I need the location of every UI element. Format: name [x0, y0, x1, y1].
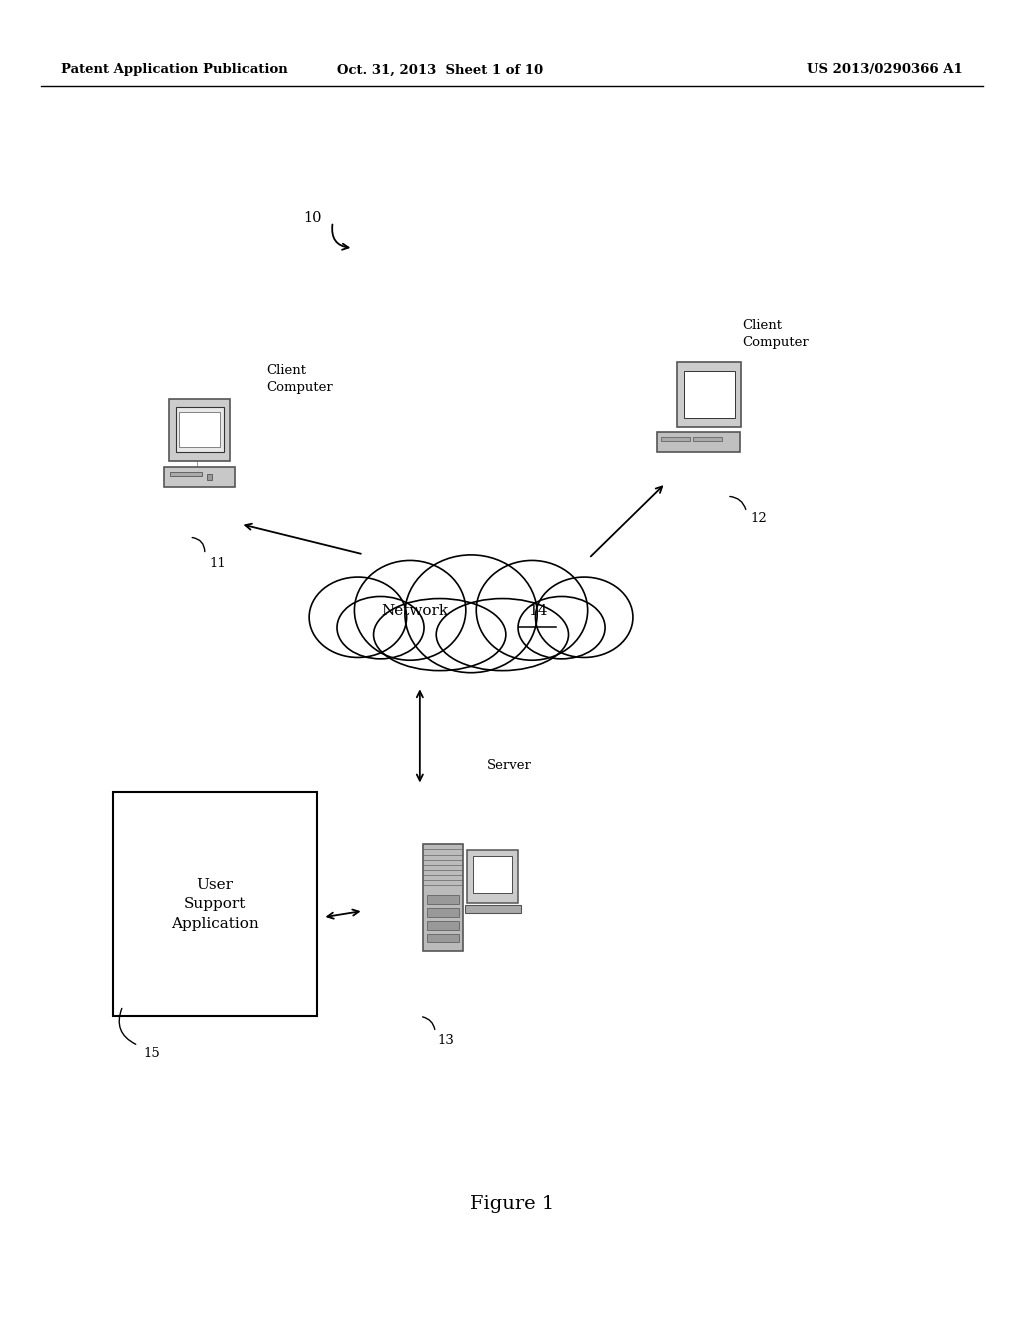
Bar	[657, 432, 740, 453]
Bar	[113, 792, 317, 1016]
Bar	[165, 467, 234, 487]
Bar	[427, 921, 459, 929]
Text: Client
Computer: Client Computer	[742, 319, 809, 348]
Bar	[423, 845, 463, 950]
Text: Server: Server	[486, 759, 531, 772]
Bar	[169, 400, 230, 461]
Text: 15: 15	[143, 1047, 160, 1060]
Bar	[467, 850, 518, 903]
Text: 13: 13	[437, 1034, 454, 1047]
Text: 10: 10	[303, 211, 322, 224]
Ellipse shape	[436, 598, 568, 671]
Bar	[465, 906, 520, 913]
Text: 14: 14	[527, 605, 548, 618]
Bar	[179, 412, 220, 447]
Text: Figure 1: Figure 1	[470, 1195, 554, 1213]
Text: US 2013/0290366 A1: US 2013/0290366 A1	[807, 63, 963, 77]
Bar	[207, 474, 212, 480]
Text: Client
Computer: Client Computer	[266, 364, 333, 393]
Text: Patent Application Publication: Patent Application Publication	[61, 63, 288, 77]
Bar	[170, 471, 202, 477]
Bar	[427, 933, 459, 942]
Bar	[662, 437, 690, 441]
Ellipse shape	[536, 577, 633, 657]
Text: User
Support
Application: User Support Application	[171, 878, 259, 931]
Ellipse shape	[354, 561, 466, 660]
Ellipse shape	[518, 597, 605, 659]
Text: 12: 12	[751, 512, 767, 525]
Text: 11: 11	[210, 557, 226, 570]
Text: Network: Network	[381, 605, 449, 618]
Ellipse shape	[404, 554, 538, 673]
Ellipse shape	[374, 598, 506, 671]
Ellipse shape	[309, 577, 407, 657]
Bar	[427, 895, 459, 904]
Ellipse shape	[337, 597, 424, 659]
Bar	[427, 908, 459, 917]
Bar	[678, 362, 741, 428]
Bar	[684, 371, 735, 417]
Bar	[176, 408, 223, 451]
Bar	[693, 437, 722, 441]
Ellipse shape	[476, 561, 588, 660]
Text: Oct. 31, 2013  Sheet 1 of 10: Oct. 31, 2013 Sheet 1 of 10	[337, 63, 544, 77]
Bar	[473, 855, 512, 894]
